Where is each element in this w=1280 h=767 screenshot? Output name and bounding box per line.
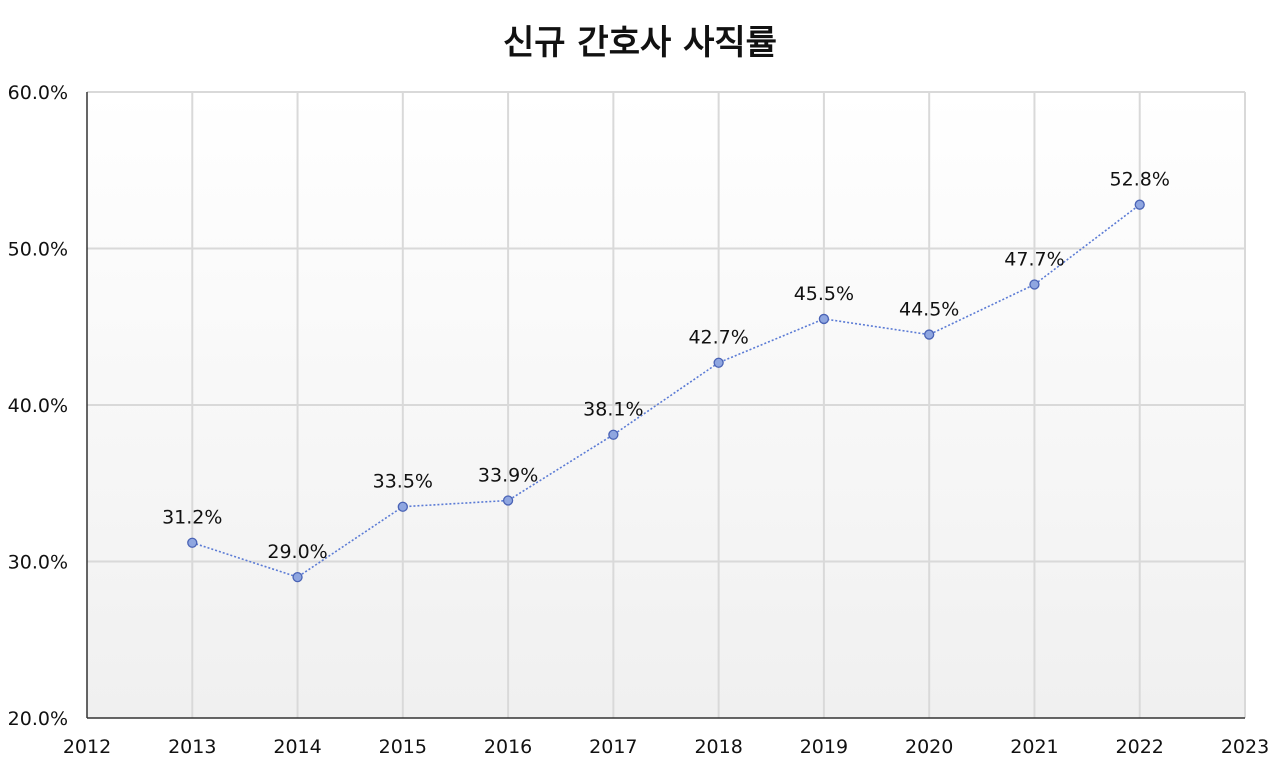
data-point [292, 572, 303, 583]
data-labels: 31.2% 29.0% 33.5% 33.9% 38.1% 42.7% 45.5% 44.5%… [162, 169, 1170, 563]
data-point [1134, 199, 1145, 210]
x-tick-label: 2023 [1221, 736, 1269, 758]
data-point [713, 357, 724, 368]
data-point [608, 429, 619, 440]
x-tick-label: 2019 [800, 736, 848, 758]
x-tick-label: 2015 [379, 736, 427, 758]
data-label: 29.0% [267, 541, 327, 563]
x-tick-label: 2017 [589, 736, 637, 758]
data-label: 44.5% [899, 299, 959, 321]
data-label: 33.9% [478, 464, 538, 486]
chart-title: 신규 간호사 사직률 [503, 23, 777, 63]
y-tick-label: 40.0% [8, 395, 68, 417]
y-tick-label: 60.0% [8, 82, 68, 104]
x-tick-label: 2012 [63, 736, 111, 758]
series-line [192, 204, 1141, 578]
x-tick-label: 2014 [273, 736, 321, 758]
data-label: 47.7% [1004, 248, 1064, 270]
tick-labels: 2012 2013 2014 2015 2016 2017 2018 2019 2020 2021… [8, 82, 1270, 758]
y-tick-label: 20.0% [8, 708, 68, 730]
data-label: 42.7% [688, 327, 748, 349]
x-tick-label: 2020 [905, 736, 953, 758]
data-label: 38.1% [583, 399, 643, 421]
data-point [924, 329, 935, 340]
axes [86, 92, 1245, 719]
data-label: 45.5% [794, 283, 854, 305]
data-point [1029, 279, 1040, 290]
series [187, 199, 1145, 583]
data-point [818, 313, 830, 325]
data-point [397, 501, 408, 512]
data-point [502, 495, 514, 506]
x-tick-label: 2016 [484, 736, 532, 758]
data-label: 52.8% [1110, 169, 1170, 191]
x-tick-label: 2021 [1010, 736, 1058, 758]
data-label: 31.2% [162, 507, 222, 529]
y-tick-label: 30.0% [8, 552, 68, 574]
x-tick-label: 2013 [168, 736, 216, 758]
data-label: 33.5% [373, 471, 433, 493]
x-tick-label: 2022 [1116, 736, 1164, 758]
y-tick-label: 50.0% [8, 239, 68, 261]
x-tick-label: 2018 [694, 736, 742, 758]
data-point [187, 537, 198, 548]
grid [87, 91, 1246, 718]
